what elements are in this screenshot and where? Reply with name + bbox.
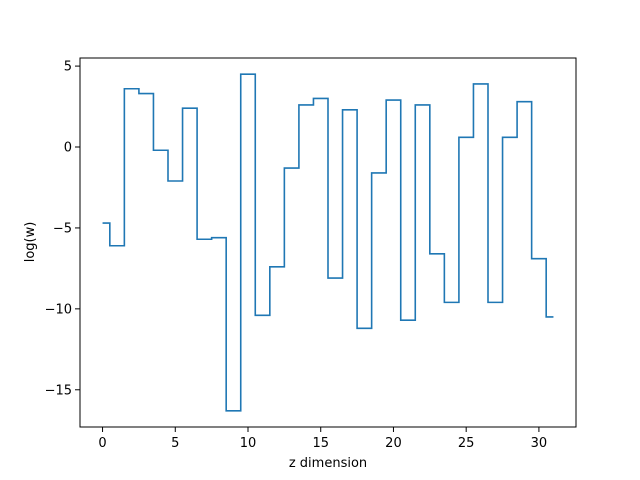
x-axis: 0 5 10 15 20 25 30	[98, 427, 547, 451]
series-line-0	[102, 73, 554, 412]
y-tick-label: 0	[64, 141, 72, 156]
x-tick-label: 0	[98, 436, 106, 451]
x-tick-label: 10	[240, 436, 257, 451]
x-axis-label: z dimension	[289, 456, 367, 471]
x-tick-label: 25	[458, 436, 475, 451]
series-layer	[102, 73, 554, 412]
y-axis: 5 0 −5 −10 −15	[45, 60, 80, 398]
y-tick-label: −15	[45, 383, 72, 398]
x-tick-label: 20	[385, 436, 402, 451]
plot-area-frame	[79, 57, 577, 428]
y-tick-label: 5	[64, 60, 72, 75]
x-tick-label: 15	[312, 436, 329, 451]
y-tick-label: −5	[53, 221, 72, 236]
x-tick-label: 5	[171, 436, 179, 451]
x-tick-label: 30	[531, 436, 548, 451]
y-tick-label: −10	[45, 302, 72, 317]
y-axis-label: log(w)	[23, 222, 38, 263]
